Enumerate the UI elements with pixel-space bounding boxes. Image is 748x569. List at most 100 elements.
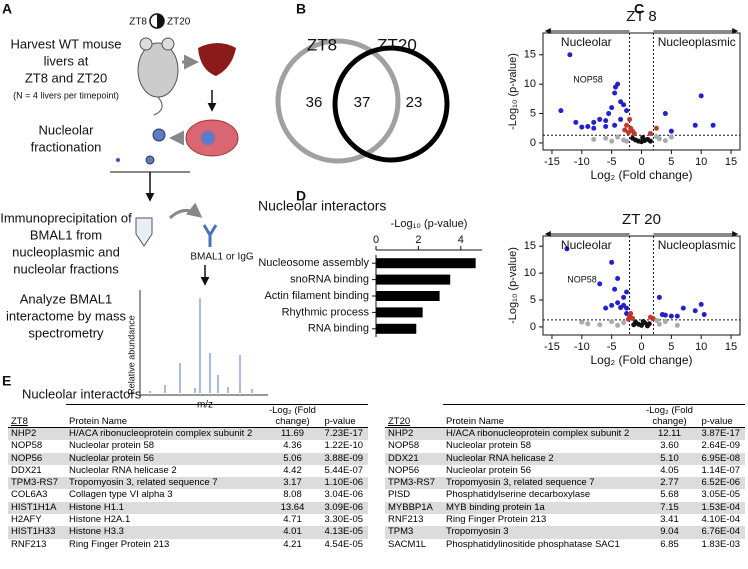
table-row: HIST1H1A Histone H1.1 13.64 3.09E-06: [8, 501, 368, 515]
data-point: [606, 111, 612, 117]
table-cell: 4.36: [283, 440, 302, 452]
category-label: RNA binding: [308, 323, 369, 335]
data-point: [597, 322, 603, 328]
data-point: [603, 118, 609, 124]
group-label: ZT8: [8, 404, 66, 428]
table-row: NOP58 Nucleolar protein 58 3.60 2.64E-09: [385, 440, 745, 452]
panel-label: B: [296, 1, 306, 17]
chart-title: ZT 8: [626, 8, 657, 25]
table-cell: MYB binding protein 1a: [443, 501, 641, 515]
column-header: p-value: [698, 404, 745, 428]
data-point: [609, 259, 615, 265]
table-cell: 4.10E-04: [701, 514, 741, 526]
table-cell: TPM3-RS7: [385, 477, 443, 490]
data-point: [692, 122, 698, 128]
x-tick-label: 4: [458, 234, 464, 246]
step-text: BMAL1 from: [30, 227, 102, 242]
data-point: [615, 276, 621, 282]
table-cell: TPM3-RS7: [8, 477, 66, 490]
data-point: [621, 320, 627, 326]
data-point: [591, 119, 597, 125]
data-point: [662, 111, 668, 117]
data-point: [698, 93, 704, 99]
x-tick-label: -5: [607, 341, 617, 353]
header-label: Nucleoplasmic: [658, 238, 736, 252]
y-tick-label: 5: [530, 294, 536, 306]
x-tick-label: 0: [373, 234, 379, 246]
x-tick-label: 0: [638, 156, 644, 168]
data-point: [662, 138, 668, 144]
table-row: NHP2 H/ACA ribonucleoprotein complex subu…: [8, 427, 368, 441]
data-point: [654, 317, 660, 323]
table-row: HIST1H33 Histone H3.3 4.01 4.13E-05: [8, 526, 368, 539]
table-cell: 11.69: [263, 427, 322, 441]
table-cell: NOP56: [8, 452, 66, 465]
table-row: TPM3-RS7 Tropomyosin 3, related sequence …: [8, 477, 368, 490]
venn-label: ZT20: [377, 35, 417, 54]
data-point: [647, 138, 653, 144]
zt-label: ZT8: [129, 17, 147, 28]
data-point: [597, 281, 603, 287]
header-row: ZT20 Protein Name -Log₂ (Fold change) p-val…: [385, 404, 745, 428]
table-cell: 4.42: [283, 464, 302, 476]
table-cell: 1.83E-03: [701, 538, 741, 550]
data-point: [625, 316, 631, 322]
panel-label: C: [634, 1, 644, 17]
data-point: [622, 127, 628, 133]
table-row: TPM3-RS7 Tropomyosin 3, related sequence …: [385, 477, 745, 490]
data-point: [628, 310, 634, 316]
data-point: [624, 108, 630, 114]
x-axis-label: -Log₁₀ (p-value): [391, 218, 468, 230]
table-cell: NOP58: [11, 440, 43, 452]
column-header: Protein Name: [443, 404, 641, 428]
data-point: [615, 300, 621, 306]
y-tick-label: 10: [524, 78, 536, 90]
data-point: [630, 315, 636, 321]
table-row: MYBBP1A MYB binding protein 1a 7.15 1.53E-0…: [385, 501, 745, 515]
table-row: SACM1L Phosphatidylinositide phosphatase …: [385, 539, 745, 551]
table-cell: 3.60: [660, 440, 679, 452]
table-cell: RNF213: [388, 514, 424, 526]
x-tick-label: -10: [574, 341, 590, 353]
venn-count: 36: [306, 94, 323, 111]
table-cell: 6.95E-08: [698, 452, 745, 465]
data-point: [680, 305, 686, 311]
table-cell: 12.11: [640, 427, 699, 441]
data-point: [640, 319, 646, 325]
table-cell: Ring Finger Protein 213: [69, 538, 170, 550]
table-cell: 4.21: [283, 538, 302, 550]
table-cell: 4.54E-05: [324, 538, 364, 550]
table: ZT8 Protein Name -Log₂ (Fold change) p-valu…: [8, 404, 368, 551]
table-cell: Histone H2A.1: [69, 514, 131, 526]
x-axis-label: Log₂ (Fold change): [590, 353, 692, 367]
table-cell: 6.85: [660, 538, 679, 550]
data-point: [603, 123, 609, 129]
table-cell: 6.52E-06: [698, 477, 745, 490]
table-row: H2AFY Histone H2A.1 4.71 3.30E-05: [8, 514, 368, 526]
table-cell: Nucleolar RNA helicase 2: [69, 464, 177, 476]
data-point: [653, 125, 659, 131]
table-cell: 5.44E-07: [324, 464, 364, 476]
table-cell: 7.23E-17: [321, 427, 368, 441]
data-point: [585, 123, 591, 129]
table-cell: H/ACA ribonucleoprotein complex subunit …: [443, 427, 641, 441]
data-point: [624, 289, 630, 295]
x-tick-label: -10: [574, 156, 590, 168]
data-point: [656, 321, 662, 327]
table-cell: DDX21: [11, 464, 42, 476]
table-head: ZT8 Protein Name -Log₂ (Fold change) p-valu…: [8, 404, 368, 428]
data-point: [656, 294, 662, 300]
data-point: [609, 105, 615, 111]
step-text: Nucleolar: [39, 122, 95, 137]
bar: [376, 274, 451, 285]
data-point: [692, 308, 698, 314]
header-label: Nucleolar: [561, 35, 612, 49]
table-row: PISD Phosphatidylserine decarboxylase 5.68…: [385, 489, 745, 501]
data-point: [603, 305, 609, 311]
x-axis-label: Log₂ (Fold change): [590, 168, 692, 182]
data-point: [621, 294, 627, 300]
table-cell: Nucleolar protein 58: [69, 440, 155, 452]
chart-title: ZT 20: [622, 211, 661, 228]
table-cell: 3.88E-09: [321, 452, 368, 465]
